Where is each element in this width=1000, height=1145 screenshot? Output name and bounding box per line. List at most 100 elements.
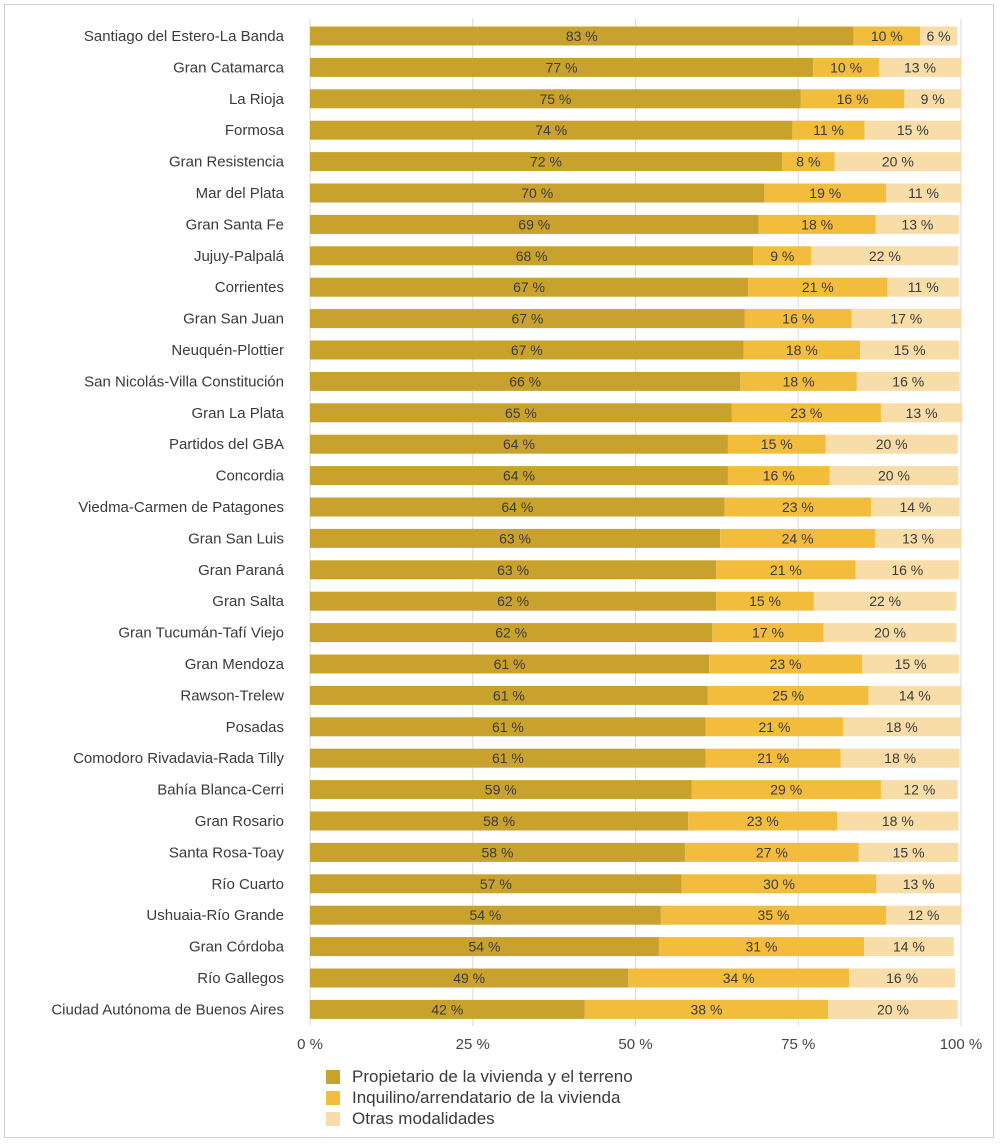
category-label: Gran Catamarca [173,59,285,76]
data-label: 9 % [921,91,945,107]
bar-segment [864,937,954,957]
legend: Propietario de la vivienda y el terreno … [326,1066,633,1129]
legend-label-tenant: Inquilino/arrendatario de la vivienda [352,1087,621,1107]
data-label: 63 % [497,562,529,578]
data-label: 62 % [497,593,529,609]
data-label: 16 % [782,311,814,327]
data-label: 10 % [830,59,862,75]
data-label: 34 % [723,970,755,986]
data-label: 62 % [495,625,527,641]
data-label: 24 % [782,530,814,546]
bar-segment [860,340,960,360]
bar-segment [310,905,661,925]
data-label: 23 % [770,656,802,672]
data-label: 20 % [877,1001,909,1017]
data-label: 38 % [690,1001,722,1017]
category-label: La Rioja [229,91,285,108]
bar-segment [310,466,728,486]
category-label: Posadas [226,719,284,736]
bar-segment [753,246,812,266]
bar-segment [823,623,957,643]
bar-segment [310,811,689,831]
data-label: 15 % [897,122,929,138]
legend-swatch-owner [326,1069,340,1084]
bar-segment [310,57,814,77]
bar-segment [876,874,961,894]
bar-segment [720,528,876,548]
category-label: Concordia [216,468,285,485]
data-label: 68 % [516,248,548,264]
bar-segment [310,842,685,862]
category-label: Neuquén-Plottier [171,342,284,359]
category-label: Comodoro Rivadavia-Rada Tilly [73,750,284,767]
bar-segment [858,842,959,862]
category-label: Bahía Blanca-Cerri [157,782,284,799]
data-label: 12 % [908,907,940,923]
category-label: Santa Rosa-Toay [169,844,285,861]
category-label: Rawson-Trelew [180,687,284,704]
x-tick-label: 50 % [618,1036,652,1053]
legend-item-other: Otras modalidades [326,1108,633,1129]
data-label: 20 % [876,436,908,452]
data-label: 13 % [901,216,933,232]
bar-segment [310,246,754,266]
bar-segment [724,497,872,517]
bar-segment [758,214,876,234]
data-label: 16 % [886,970,918,986]
data-label: 6 % [926,28,950,44]
data-label: 83 % [566,28,598,44]
bar-segment [310,748,706,768]
data-label: 69 % [518,216,550,232]
bar-segment [843,717,961,737]
data-label: 13 % [902,530,934,546]
bar-segment [712,623,824,643]
bar-segment [853,26,920,46]
legend-item-owner: Propietario de la vivienda y el terreno [326,1066,633,1087]
data-label: 8 % [796,154,820,170]
data-label: 22 % [869,248,901,264]
category-label: Ciudad Autónoma de Buenos Aires [51,1001,284,1018]
bar-segment [310,560,717,580]
bar-segment [811,246,959,266]
data-label: 74 % [535,122,567,138]
bar-segment [310,309,745,329]
bar-segment [310,183,765,203]
bar-segment [800,89,905,109]
category-label: Ushuaia-Río Grande [146,907,284,924]
data-label: 64 % [503,468,535,484]
category-label: Río Cuarto [211,876,284,893]
data-label: 20 % [878,468,910,484]
data-label: 16 % [763,468,795,484]
data-label: 12 % [903,782,935,798]
bar-segment [716,591,814,611]
bar-segment [880,780,958,800]
category-label: San Nicolás-Villa Constitución [84,373,284,390]
category-label: Gran Salta [212,593,284,610]
data-label: 17 % [752,625,784,641]
category-label: Mar del Plata [196,185,285,202]
data-label: 14 % [899,687,931,703]
data-label: 65 % [505,405,537,421]
legend-label-other: Otras modalidades [352,1108,495,1128]
data-label: 77 % [546,59,578,75]
bar-segment [825,434,958,454]
data-label: 54 % [469,907,501,923]
data-label: 64 % [501,499,533,515]
data-label: 18 % [801,216,833,232]
bar-segment [310,968,629,988]
data-label: 29 % [770,782,802,798]
legend-swatch-other [326,1111,340,1126]
data-label: 9 % [770,248,794,264]
bar-segment [868,685,961,705]
bar-segment [862,654,960,674]
data-label: 54 % [469,939,501,955]
data-label: 58 % [482,844,514,860]
bar-segment [748,277,888,297]
category-label: Viedma-Carmen de Patagones [78,499,284,516]
category-label: Santiago del Estero-La Banda [84,28,285,45]
data-label: 67 % [513,279,545,295]
x-tick-label: 75 % [781,1036,815,1053]
legend-swatch-tenant [326,1090,340,1105]
data-label: 23 % [790,405,822,421]
bar-segment [813,57,879,77]
